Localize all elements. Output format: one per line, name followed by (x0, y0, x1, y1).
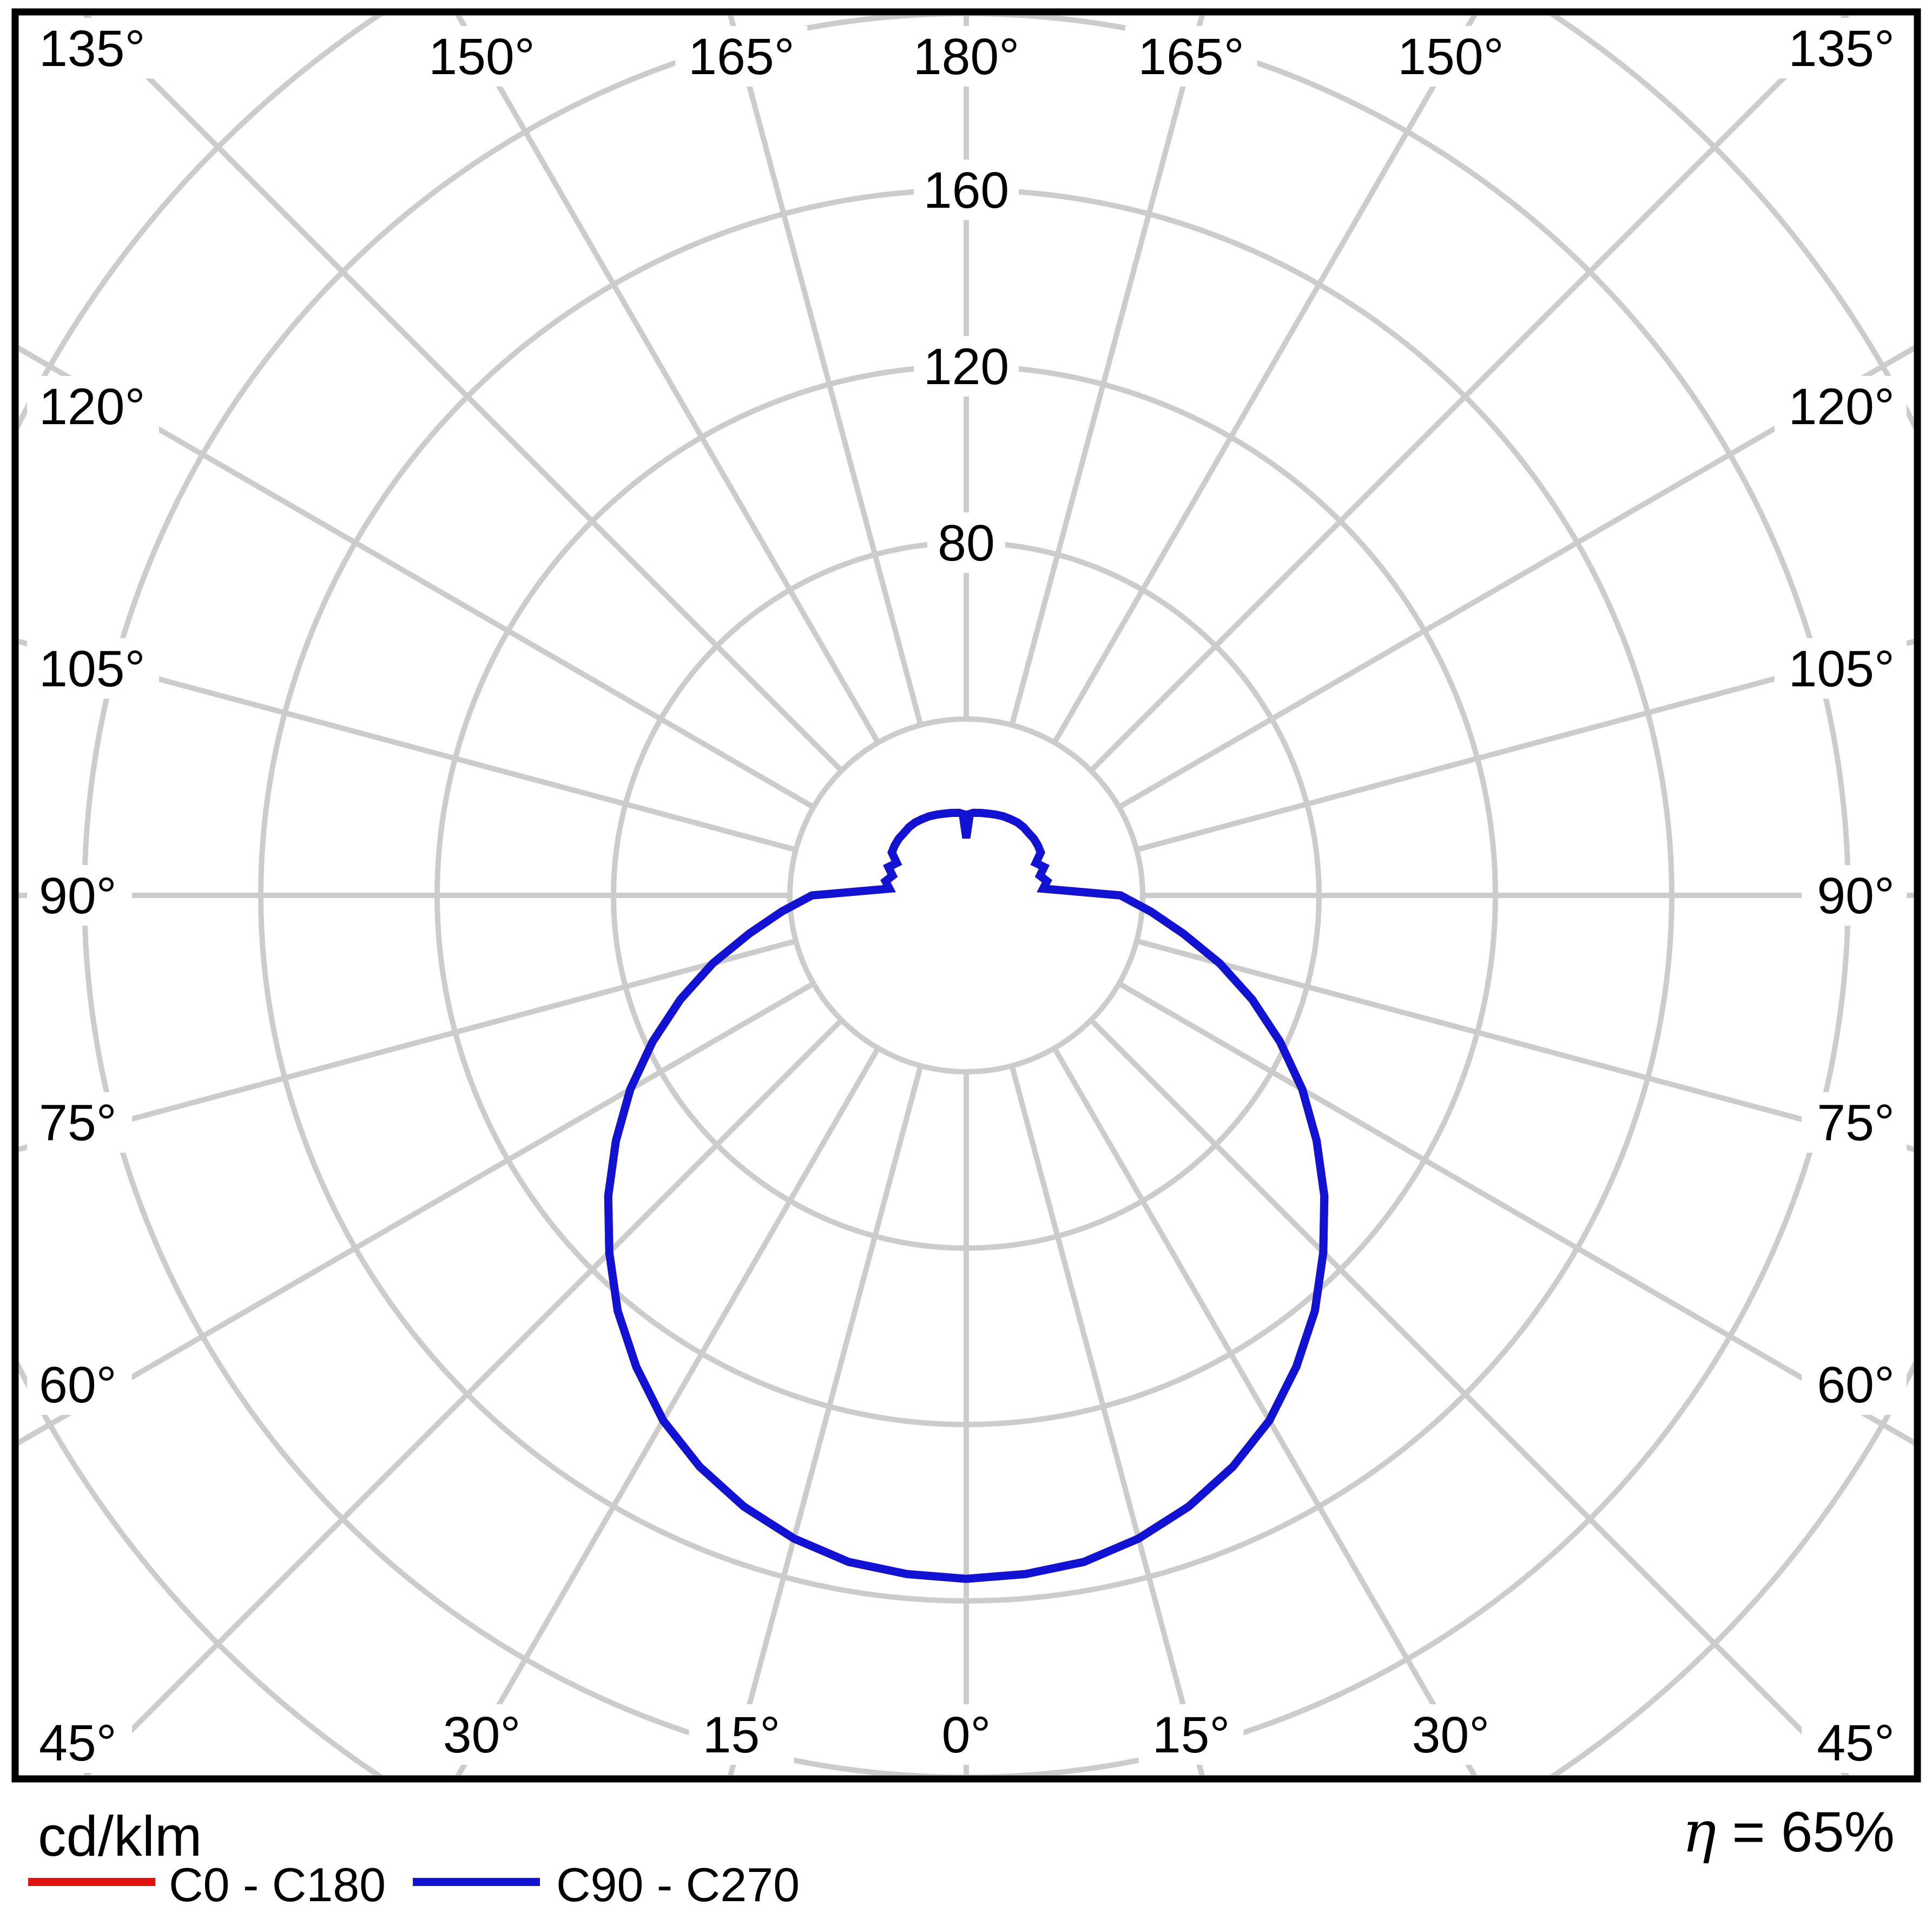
angle-label-top-180-bg (900, 26, 1032, 87)
angle-label-top-150-left: 150° (428, 28, 535, 85)
unit-label: cd/klm (38, 1805, 202, 1868)
angle-label-right-105: 105° (1789, 640, 1895, 697)
angle-label-right-135-bg (1775, 18, 1907, 78)
plot-border (11, 8, 1921, 1783)
angle-spoke-30-left (455, 1046, 881, 1775)
angle-label-top-150-left-bg (416, 26, 548, 87)
grid-labels: 80 120 160 45° 45° 60° 60° 75° 75° 90° 90° 105° 105°… (27, 18, 1907, 1773)
angle-label-bottom-30-right-bg (1398, 1704, 1504, 1765)
angle-label-right-60-bg (1802, 1354, 1907, 1415)
radial-tick-label-120-bg (914, 336, 1019, 397)
angle-spoke-105-left (19, 638, 797, 853)
angle-label-bottom-0: 0° (942, 1706, 991, 1764)
angle-spoke-105-right (1136, 638, 1914, 853)
angle-spoke-150-left (455, 16, 881, 744)
eta-symbol: η (1682, 1799, 1716, 1865)
angle-label-left-90: 90° (39, 867, 117, 925)
angle-spoke-15-right (1009, 1065, 1205, 1775)
angle-label-top-165-left: 165° (688, 28, 795, 85)
angle-label-bottom-15-left: 15° (703, 1706, 781, 1764)
angle-label-top-165-right-bg (1125, 26, 1257, 87)
legend-label-c90-c270: C90 - C270 (556, 1858, 800, 1911)
angle-label-bottom-0-bg (927, 1704, 1005, 1765)
angle-label-right-120: 120° (1789, 378, 1895, 436)
angle-spoke-45-left (82, 1018, 844, 1775)
angle-label-right-45: 45° (1817, 1715, 1895, 1772)
radial-tick-label-120: 120 (924, 338, 1010, 395)
angle-label-top-165-right: 165° (1138, 28, 1244, 85)
angle-spoke-60-right (1117, 981, 1914, 1446)
angle-spoke-135-left (82, 16, 844, 773)
angle-label-bottom-30-right: 30° (1412, 1706, 1490, 1764)
angle-label-top-150-right-bg (1384, 26, 1517, 87)
angle-label-left-105-bg (27, 638, 159, 699)
angle-label-right-75: 75° (1817, 1094, 1895, 1152)
legend-swatch-c0-c180 (28, 1878, 155, 1886)
angle-label-right-45-bg (1802, 1712, 1907, 1773)
angle-label-right-105-bg (1775, 638, 1907, 699)
angle-label-left-60-bg (27, 1354, 132, 1415)
angle-spoke-75-left (19, 938, 797, 1152)
angle-label-left-75-bg (27, 1092, 132, 1153)
angle-label-bottom-15-right: 15° (1152, 1706, 1230, 1764)
angle-label-top-150-right: 150° (1397, 28, 1504, 85)
angle-label-bottom-15-right-bg (1138, 1704, 1244, 1765)
curve-c90-c270 (604, 808, 1329, 1583)
efficiency-label: η = 65% (1682, 1799, 1895, 1865)
angle-label-left-105: 105° (39, 640, 146, 697)
angle-spoke-150-right (1052, 16, 1478, 744)
angle-label-left-90-bg (27, 865, 132, 926)
angle-spoke-45-right (1089, 1018, 1850, 1775)
angle-label-bottom-30-left-bg (429, 1704, 535, 1765)
angle-label-right-60: 60° (1817, 1356, 1895, 1414)
angle-spoke-15-left (728, 1065, 924, 1775)
angle-label-right-90-bg (1802, 865, 1907, 926)
angle-label-left-135: 135° (39, 20, 146, 77)
angle-label-top-180: 180° (913, 28, 1020, 85)
angle-spoke-75-right (1136, 938, 1914, 1152)
intensity-curves (604, 808, 1329, 1583)
angle-label-right-90: 90° (1817, 867, 1895, 925)
angle-spoke-165-left (728, 16, 924, 726)
angle-label-right-75-bg (1802, 1092, 1907, 1153)
legend-swatch-c90-c270 (413, 1878, 540, 1886)
angle-spoke-135-right (1089, 16, 1850, 773)
angle-label-left-45: 45° (39, 1715, 117, 1772)
angle-label-left-75: 75° (39, 1094, 117, 1152)
angle-label-left-45-bg (27, 1712, 132, 1773)
angle-spoke-165-right (1009, 16, 1205, 726)
angle-label-right-135: 135° (1789, 20, 1895, 77)
angle-label-left-120-bg (27, 375, 159, 437)
angle-spoke-120-left (19, 345, 815, 810)
angle-label-left-135-bg (27, 18, 159, 78)
efficiency-value: = 65% (1716, 1801, 1895, 1864)
angle-spoke-60-left (19, 981, 815, 1446)
radial-tick-label-80: 80 (938, 515, 995, 572)
angle-label-right-120-bg (1775, 375, 1907, 437)
angle-spoke-120-right (1117, 345, 1914, 810)
angle-label-top-165-left-bg (675, 26, 808, 87)
radial-tick-label-160-bg (914, 160, 1019, 220)
radial-tick-label-80-bg (927, 512, 1005, 573)
angle-label-bottom-30-left: 30° (443, 1706, 521, 1764)
angle-label-left-120: 120° (39, 378, 146, 436)
angle-label-bottom-15-left-bg (689, 1704, 794, 1765)
angle-spoke-30-right (1052, 1046, 1478, 1775)
angle-label-left-60: 60° (39, 1356, 117, 1414)
legend: C0 - C180 C90 - C270 (28, 1858, 800, 1911)
legend-label-c0-c180: C0 - C180 (169, 1858, 386, 1911)
radial-tick-label-160: 160 (924, 162, 1010, 219)
